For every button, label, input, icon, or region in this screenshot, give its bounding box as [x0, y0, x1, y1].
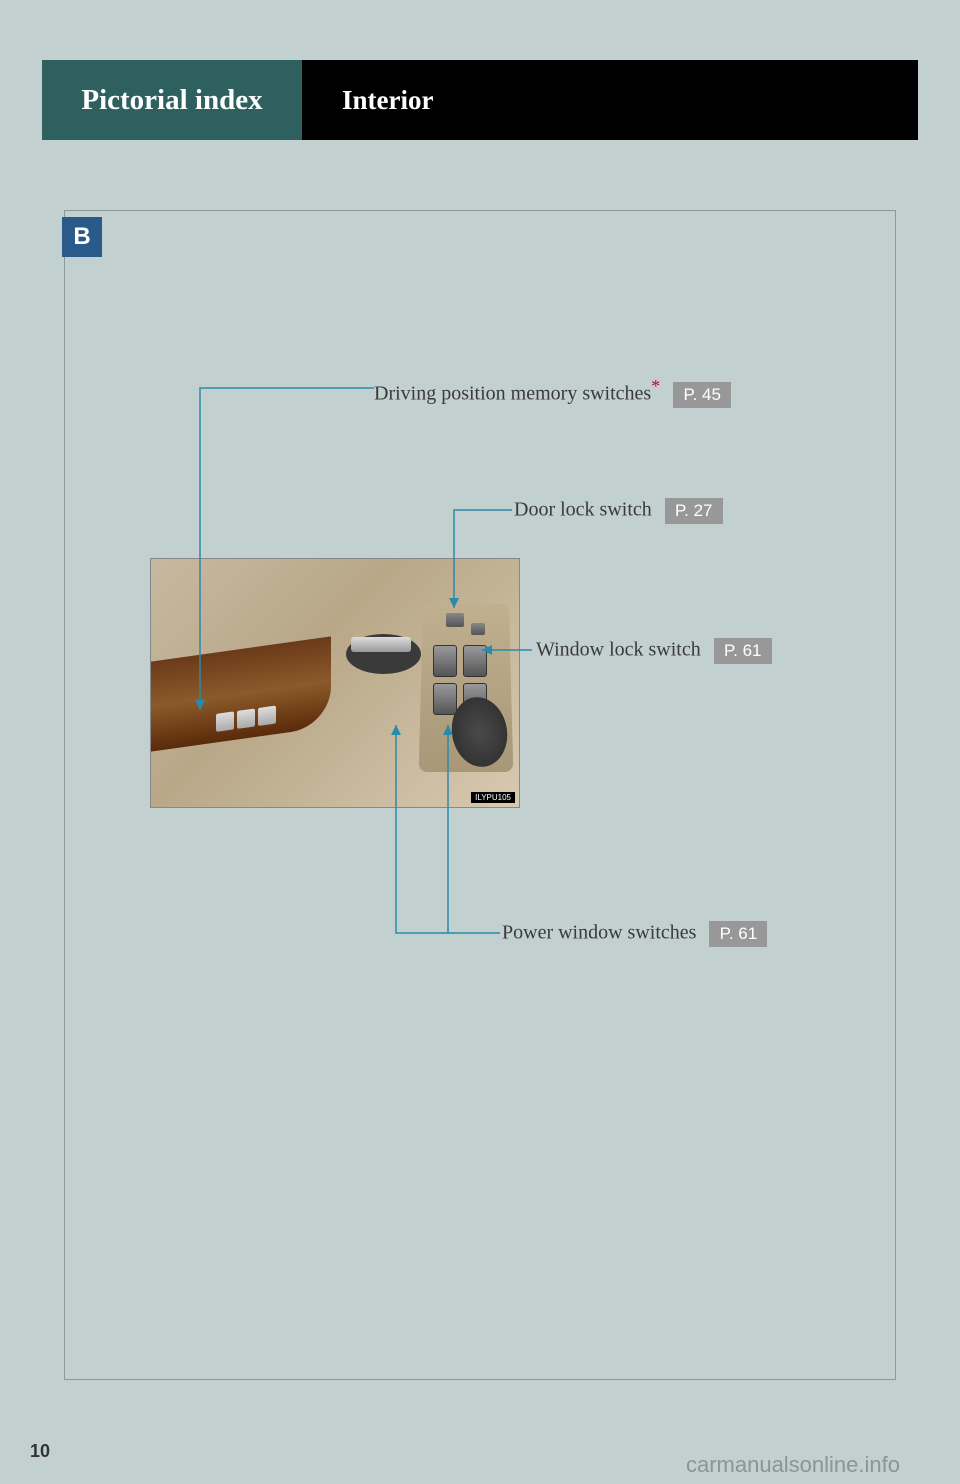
power-window-switch — [433, 645, 457, 677]
page-header: Pictorial index Interior — [42, 60, 918, 140]
photo-id-tag: ILYPU105 — [471, 792, 515, 803]
page-ref[interactable]: P. 45 — [673, 382, 731, 408]
callout-label-text: Driving position memory switches — [374, 383, 651, 405]
page-ref[interactable]: P. 27 — [665, 498, 723, 524]
memory-button — [237, 708, 255, 729]
header-topic-title: Interior — [302, 60, 918, 140]
door-lock-switch-photo — [446, 613, 464, 627]
callout-window-lock: Window lock switch P. 61 — [536, 638, 772, 664]
memory-button — [258, 705, 276, 726]
window-lock-switch-photo — [471, 623, 485, 635]
page-number: 10 — [30, 1441, 50, 1462]
door-handle — [351, 637, 411, 652]
callout-power-window: Power window switches P. 61 — [502, 921, 767, 947]
power-window-switch — [463, 645, 487, 677]
memory-button — [216, 711, 234, 732]
callout-driving-memory: Driving position memory switches* P. 45 — [374, 376, 731, 408]
page-ref[interactable]: P. 61 — [714, 638, 772, 664]
callout-label-text: Window lock switch — [536, 639, 701, 661]
callout-label-text: Power window switches — [502, 922, 696, 944]
manual-page: Pictorial index Interior B Driving posit… — [42, 60, 918, 1424]
wood-trim — [151, 636, 331, 751]
power-window-switch — [433, 683, 457, 715]
callout-label-text: Door lock switch — [514, 499, 652, 521]
section-badge: B — [62, 217, 102, 257]
callout-door-lock: Door lock switch P. 27 — [514, 498, 723, 524]
header-section-title: Pictorial index — [42, 60, 302, 140]
watermark: carmanualsonline.info — [686, 1452, 900, 1478]
asterisk-icon: * — [651, 376, 660, 396]
door-panel-photo: ILYPU105 — [150, 558, 520, 808]
page-ref[interactable]: P. 61 — [709, 921, 767, 947]
